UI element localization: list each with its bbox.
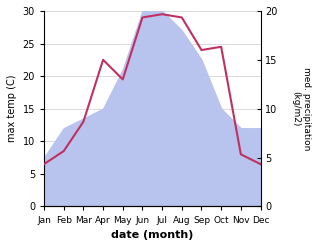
Y-axis label: max temp (C): max temp (C) [7,75,17,143]
X-axis label: date (month): date (month) [111,230,193,240]
Y-axis label: med. precipitation
(kg/m2): med. precipitation (kg/m2) [292,67,311,150]
